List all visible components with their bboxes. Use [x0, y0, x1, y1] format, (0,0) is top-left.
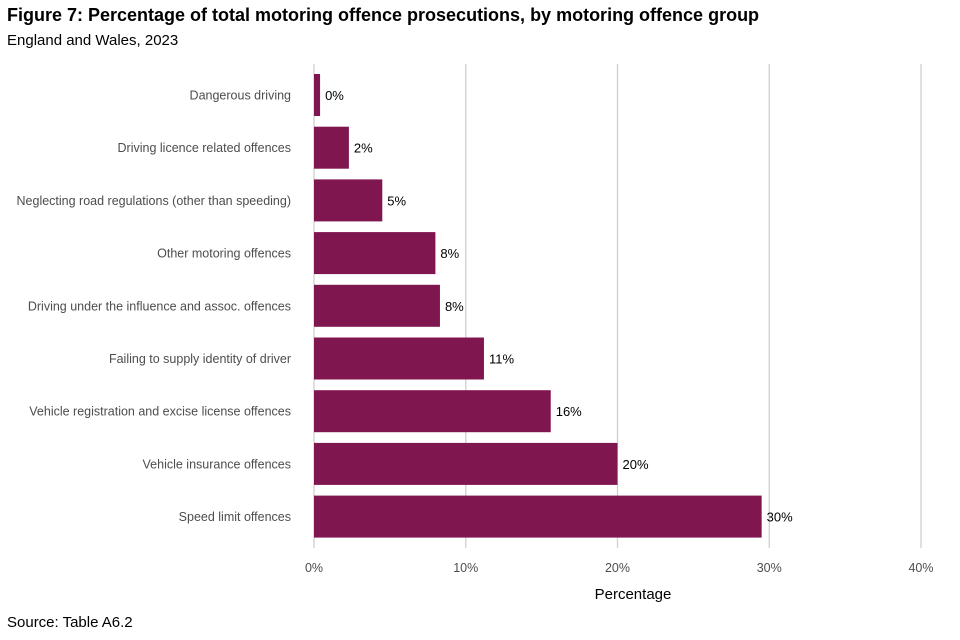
category-label-6: Failing to supply identity of driver	[109, 352, 291, 366]
x-tick-label-40: 40%	[908, 561, 933, 575]
category-label-8: Vehicle insurance offences	[143, 457, 291, 471]
category-label-9: Speed limit offences	[179, 510, 291, 524]
bar-3	[314, 179, 383, 222]
data-label-4: 8%	[440, 246, 459, 261]
category-label-5: Driving under the influence and assoc. o…	[28, 299, 291, 313]
bar-9	[314, 495, 762, 538]
x-tick-labels: 0% 10% 20% 30% 40%	[305, 561, 934, 575]
bar-8	[314, 442, 618, 485]
bar-4	[314, 232, 436, 275]
bar-1	[314, 74, 321, 116]
chart-title: Figure 7: Percentage of total motoring o…	[7, 5, 760, 25]
category-label-2: Driving licence related offences	[118, 141, 291, 155]
category-label-7: Vehicle registration and excise license …	[29, 405, 291, 419]
data-label-2: 2%	[354, 141, 373, 156]
bar-7	[314, 390, 551, 433]
data-labels: 0% 2% 5% 8% 8% 11% 16% 20% 30%	[325, 88, 793, 525]
data-label-5: 8%	[445, 299, 464, 314]
source-note: Source: Table A6.2	[7, 614, 133, 631]
category-label-4: Other motoring offences	[157, 247, 291, 261]
bars	[314, 74, 762, 538]
data-label-3: 5%	[387, 193, 406, 208]
category-label-1: Dangerous driving	[190, 89, 291, 103]
data-label-1: 0%	[325, 88, 344, 103]
data-label-8: 20%	[623, 457, 649, 472]
category-labels: Dangerous driving Driving licence related…	[17, 89, 292, 525]
category-label-3: Neglecting road regulations (other than …	[17, 194, 291, 208]
data-label-9: 30%	[767, 510, 793, 525]
data-label-7: 16%	[556, 404, 582, 419]
bar-2	[314, 126, 349, 169]
chart-subtitle: England and Wales, 2023	[7, 32, 179, 49]
x-axis-title: Percentage	[595, 586, 672, 603]
bar-5	[314, 284, 440, 327]
x-tick-label-20: 20%	[605, 561, 630, 575]
data-label-6: 11%	[489, 352, 514, 367]
x-tick-label-0: 0%	[305, 561, 323, 575]
x-tick-label-30: 30%	[757, 561, 782, 575]
bar-6	[314, 337, 484, 380]
x-tick-label-10: 10%	[453, 561, 478, 575]
